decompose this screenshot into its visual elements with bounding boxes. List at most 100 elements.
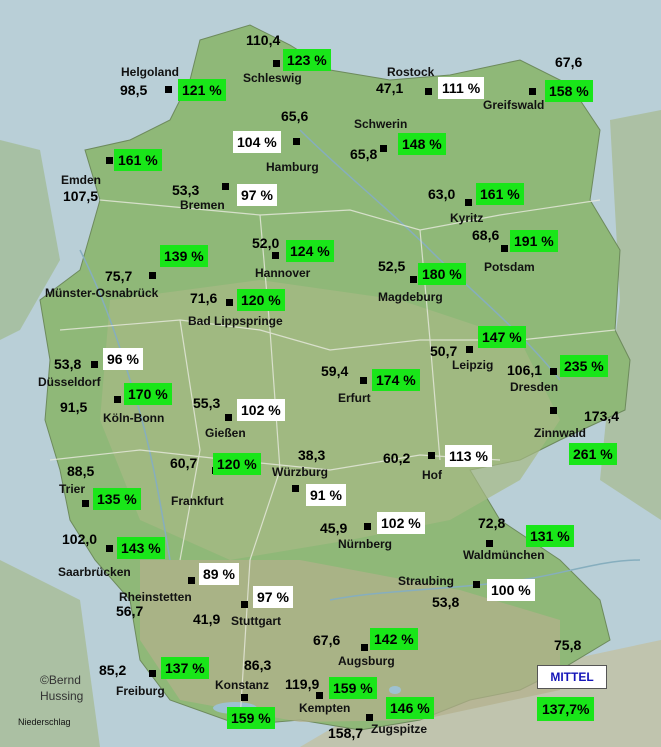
station-name: Freiburg	[116, 684, 165, 698]
station-name: Stuttgart	[231, 614, 281, 628]
percent-badge: 100 %	[487, 579, 535, 601]
station-name: Dresden	[510, 380, 559, 394]
credit-line-2: Hussing	[40, 689, 84, 703]
station-marker	[465, 199, 472, 206]
station-name: Rostock	[387, 65, 435, 79]
percent-badge: 123 %	[283, 49, 331, 71]
percent-badge: 120 %	[237, 289, 285, 311]
station-value: 98,5	[120, 82, 148, 98]
station-value: 107,5	[63, 188, 99, 204]
station-marker	[82, 500, 89, 507]
station-name: Zinnwald	[534, 426, 586, 440]
station-name: Gießen	[205, 426, 246, 440]
station-marker	[106, 157, 113, 164]
station-value: 102,0	[62, 531, 98, 547]
station-marker	[410, 276, 417, 283]
percent-badge: 159 %	[329, 677, 377, 699]
percent-badge: 161 %	[476, 183, 524, 205]
station-value: 86,3	[244, 657, 272, 673]
station-name: Zugspitze	[371, 722, 427, 736]
percent-badge: 131 %	[526, 525, 574, 547]
percent-badge: 102 %	[237, 399, 285, 421]
station-value: 75,8	[554, 637, 582, 653]
station-value: 38,3	[298, 447, 326, 463]
station-name: Konstanz	[215, 678, 269, 692]
station-value: 63,0	[428, 186, 456, 202]
station-name: Augsburg	[338, 654, 395, 668]
station-marker	[165, 86, 172, 93]
station-name: Münster-Osnabrück	[45, 286, 159, 300]
station-value: 59,4	[321, 363, 349, 379]
station-value: 110,4	[246, 32, 281, 48]
station-marker	[360, 377, 367, 384]
percent-badge: 121 %	[178, 79, 226, 101]
station-value: 91,5	[60, 399, 88, 415]
station-value: 52,5	[378, 258, 406, 274]
station-marker	[473, 581, 480, 588]
station-value: 67,6	[313, 632, 341, 648]
station-marker	[222, 183, 229, 190]
variable-label: Niederschlag	[18, 717, 71, 727]
author-credit: ©Bernd Hussing	[40, 672, 83, 704]
station-marker	[486, 540, 493, 547]
percent-badge: 191 %	[510, 230, 558, 252]
station-value: 41,9	[193, 611, 221, 627]
station-value: 67,6	[555, 54, 583, 70]
percent-badge: 97 %	[253, 586, 293, 608]
station-value: 173,4	[584, 408, 620, 424]
station-marker	[149, 670, 156, 677]
station-name: Leipzig	[452, 358, 494, 372]
percent-badge: 137 %	[161, 657, 209, 679]
station-name: Rheinstetten	[119, 590, 192, 604]
station-name: Hof	[422, 468, 442, 482]
station-value: 71,6	[190, 290, 218, 306]
percent-badge: 113 %	[445, 445, 492, 467]
station-value: 72,8	[478, 515, 506, 531]
station-value: 85,2	[99, 662, 127, 678]
station-marker	[272, 252, 279, 259]
station-marker	[529, 88, 536, 95]
station-value: 65,8	[350, 146, 378, 162]
station-value: 65,6	[281, 108, 309, 124]
station-marker	[106, 545, 113, 552]
percent-badge: 96 %	[103, 348, 143, 370]
station-name: Bremen	[180, 198, 225, 212]
percent-badge: 261 %	[569, 443, 617, 465]
percent-badge: 120 %	[213, 453, 261, 475]
percent-badge: 143 %	[117, 537, 165, 559]
station-name: Schwerin	[354, 117, 408, 131]
station-name: Potsdam	[484, 260, 535, 274]
station-value: 52,0	[252, 235, 280, 251]
percent-badge: 174 %	[372, 369, 420, 391]
station-name: Greifswald	[483, 98, 545, 112]
station-value: 60,7	[170, 455, 198, 471]
station-value: 53,8	[54, 356, 82, 372]
station-name: Emden	[61, 173, 102, 187]
average-value: 137,7%	[537, 697, 595, 721]
station-name: Düsseldorf	[38, 375, 101, 389]
station-marker	[273, 60, 280, 67]
station-marker	[466, 346, 473, 353]
percent-badge: 235 %	[560, 355, 608, 377]
station-value: 53,3	[172, 182, 200, 198]
station-name: Frankfurt	[171, 494, 224, 508]
station-value: 53,8	[432, 594, 460, 610]
percent-badge: 170 %	[124, 383, 172, 405]
station-value: 45,9	[320, 520, 348, 536]
percent-badge: 111 %	[438, 77, 485, 99]
station-value: 106,1	[507, 362, 543, 378]
credit-line-1: ©Bernd	[40, 673, 81, 687]
station-marker	[292, 485, 299, 492]
station-marker	[225, 414, 232, 421]
station-name: Nürnberg	[338, 537, 392, 551]
station-name: Trier	[59, 482, 86, 496]
average-label: MITTEL	[537, 665, 607, 689]
station-marker	[91, 361, 98, 368]
percent-badge: 124 %	[286, 240, 334, 262]
station-name: Kempten	[299, 701, 351, 715]
station-value: 88,5	[67, 463, 95, 479]
station-marker	[188, 577, 195, 584]
station-marker	[241, 601, 248, 608]
percent-badge: 142 %	[370, 628, 418, 650]
